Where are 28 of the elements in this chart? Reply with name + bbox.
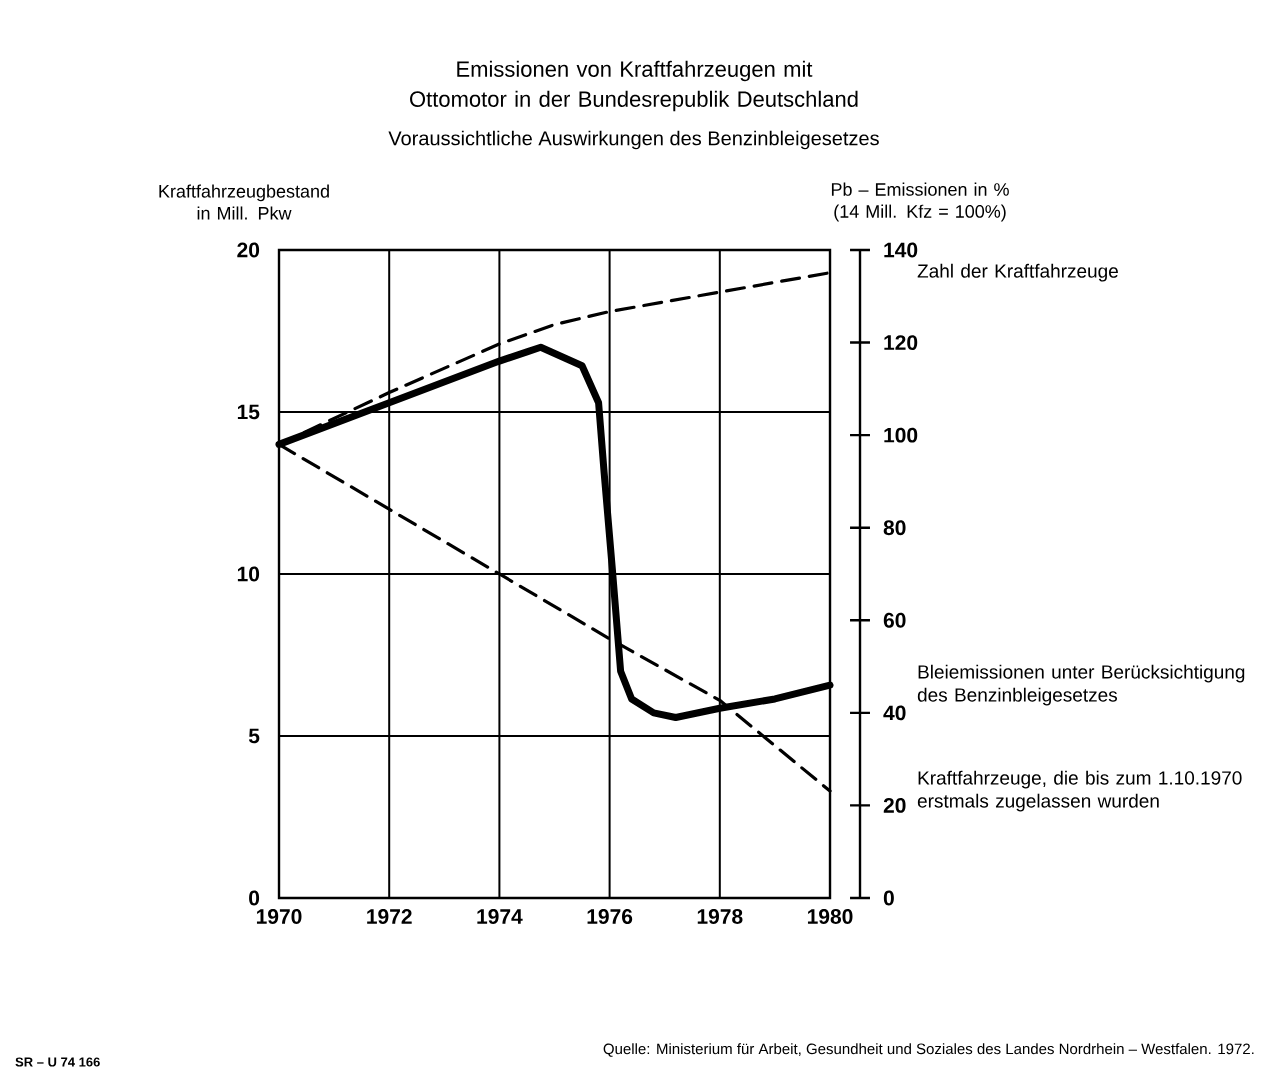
x-tick-label: 1972 (367, 909, 412, 924)
text: Zahl der Kraftfahrzeuge (917, 263, 1118, 282)
y-tick-label: 15 (237, 404, 260, 420)
chart-title: Emissionen von Kraftfahrzeugen mit Ottomotor in der Bundesrepublik Deutschland (410, 60, 858, 112)
y2-tick-label: 20 (883, 798, 906, 813)
x-tick-label: 1980 (807, 909, 853, 924)
y-tick-label: 0 (249, 890, 260, 906)
y2-tick-label: 140 (884, 242, 918, 258)
source-note: Quelle: Ministerium für Arbeit, Gesundheit und Soziales des Landes Nordrhein – Westfalen. 1972. (603, 1043, 1254, 1057)
text: Bleiemissionen unter Berücksichtigung des Benzinbleigesetzes (917, 664, 1245, 706)
y2-tick-label: 0 (883, 890, 894, 906)
chart-subtitle: Voraussichtliche Auswirkungen des Benzinbleigesetzes (388, 130, 879, 150)
y2-tick-label: 40 (883, 705, 906, 721)
y-tick-label: 20 (237, 242, 260, 258)
y2-axis-title: Pb – Emissionen in % (14 Mill. Kfz = 100%) (831, 182, 1009, 222)
y2-tick-label: 60 (883, 612, 906, 628)
text: Kraftfahrzeuge, die bis zum 1.10.1970 erstmals zugelassen wurden (917, 770, 1242, 812)
y2-tick-label: 80 (883, 520, 906, 536)
x-tick-label: 1970 (256, 909, 302, 924)
x-tick-label: 1974 (477, 909, 523, 924)
text: SR – U 74 166 (15, 1057, 100, 1067)
x-tick-label: 1978 (697, 909, 743, 924)
y2-tick-label: 100 (884, 427, 918, 443)
x-tick-label: 1976 (587, 909, 633, 924)
y-tick-label: 5 (248, 728, 260, 744)
y-axis-title: Kraftfahrzeugbestand in Mill. Pkw (159, 184, 329, 220)
y2-tick-label: 120 (884, 335, 918, 351)
y-tick-label: 10 (237, 566, 260, 582)
